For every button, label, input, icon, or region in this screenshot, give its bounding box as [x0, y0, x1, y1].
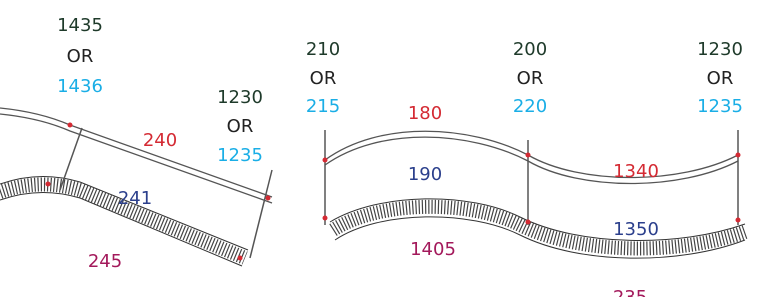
label: 241	[118, 188, 152, 209]
right-rails	[323, 130, 746, 258]
label: 245	[88, 251, 122, 272]
label: 1436	[57, 76, 103, 97]
label: 200	[513, 39, 547, 60]
label: 1230	[697, 39, 743, 60]
label: 1340	[613, 161, 659, 182]
label: 235	[613, 287, 647, 297]
label: 215	[306, 96, 340, 117]
label: 220	[513, 96, 547, 117]
label: OR	[310, 68, 337, 89]
label: 190	[408, 164, 442, 185]
label: 210	[306, 39, 340, 60]
label: OR	[517, 68, 544, 89]
label: OR	[67, 46, 94, 67]
label: 240	[143, 130, 177, 151]
diagram: 1435 OR 1436 1230 OR 1235 210 OR 215 200…	[0, 0, 759, 297]
label: OR	[227, 116, 254, 137]
label: 1230	[217, 87, 263, 108]
label: 1435	[57, 15, 103, 36]
label: OR	[707, 68, 734, 89]
callouts: 1435 OR 1436 1230 OR 1235 210 OR 215 200…	[57, 15, 743, 297]
label: 1405	[410, 239, 456, 260]
label: 1350	[613, 219, 659, 240]
label: 1235	[217, 145, 263, 166]
label: 1235	[697, 96, 743, 117]
label: 180	[408, 103, 442, 124]
